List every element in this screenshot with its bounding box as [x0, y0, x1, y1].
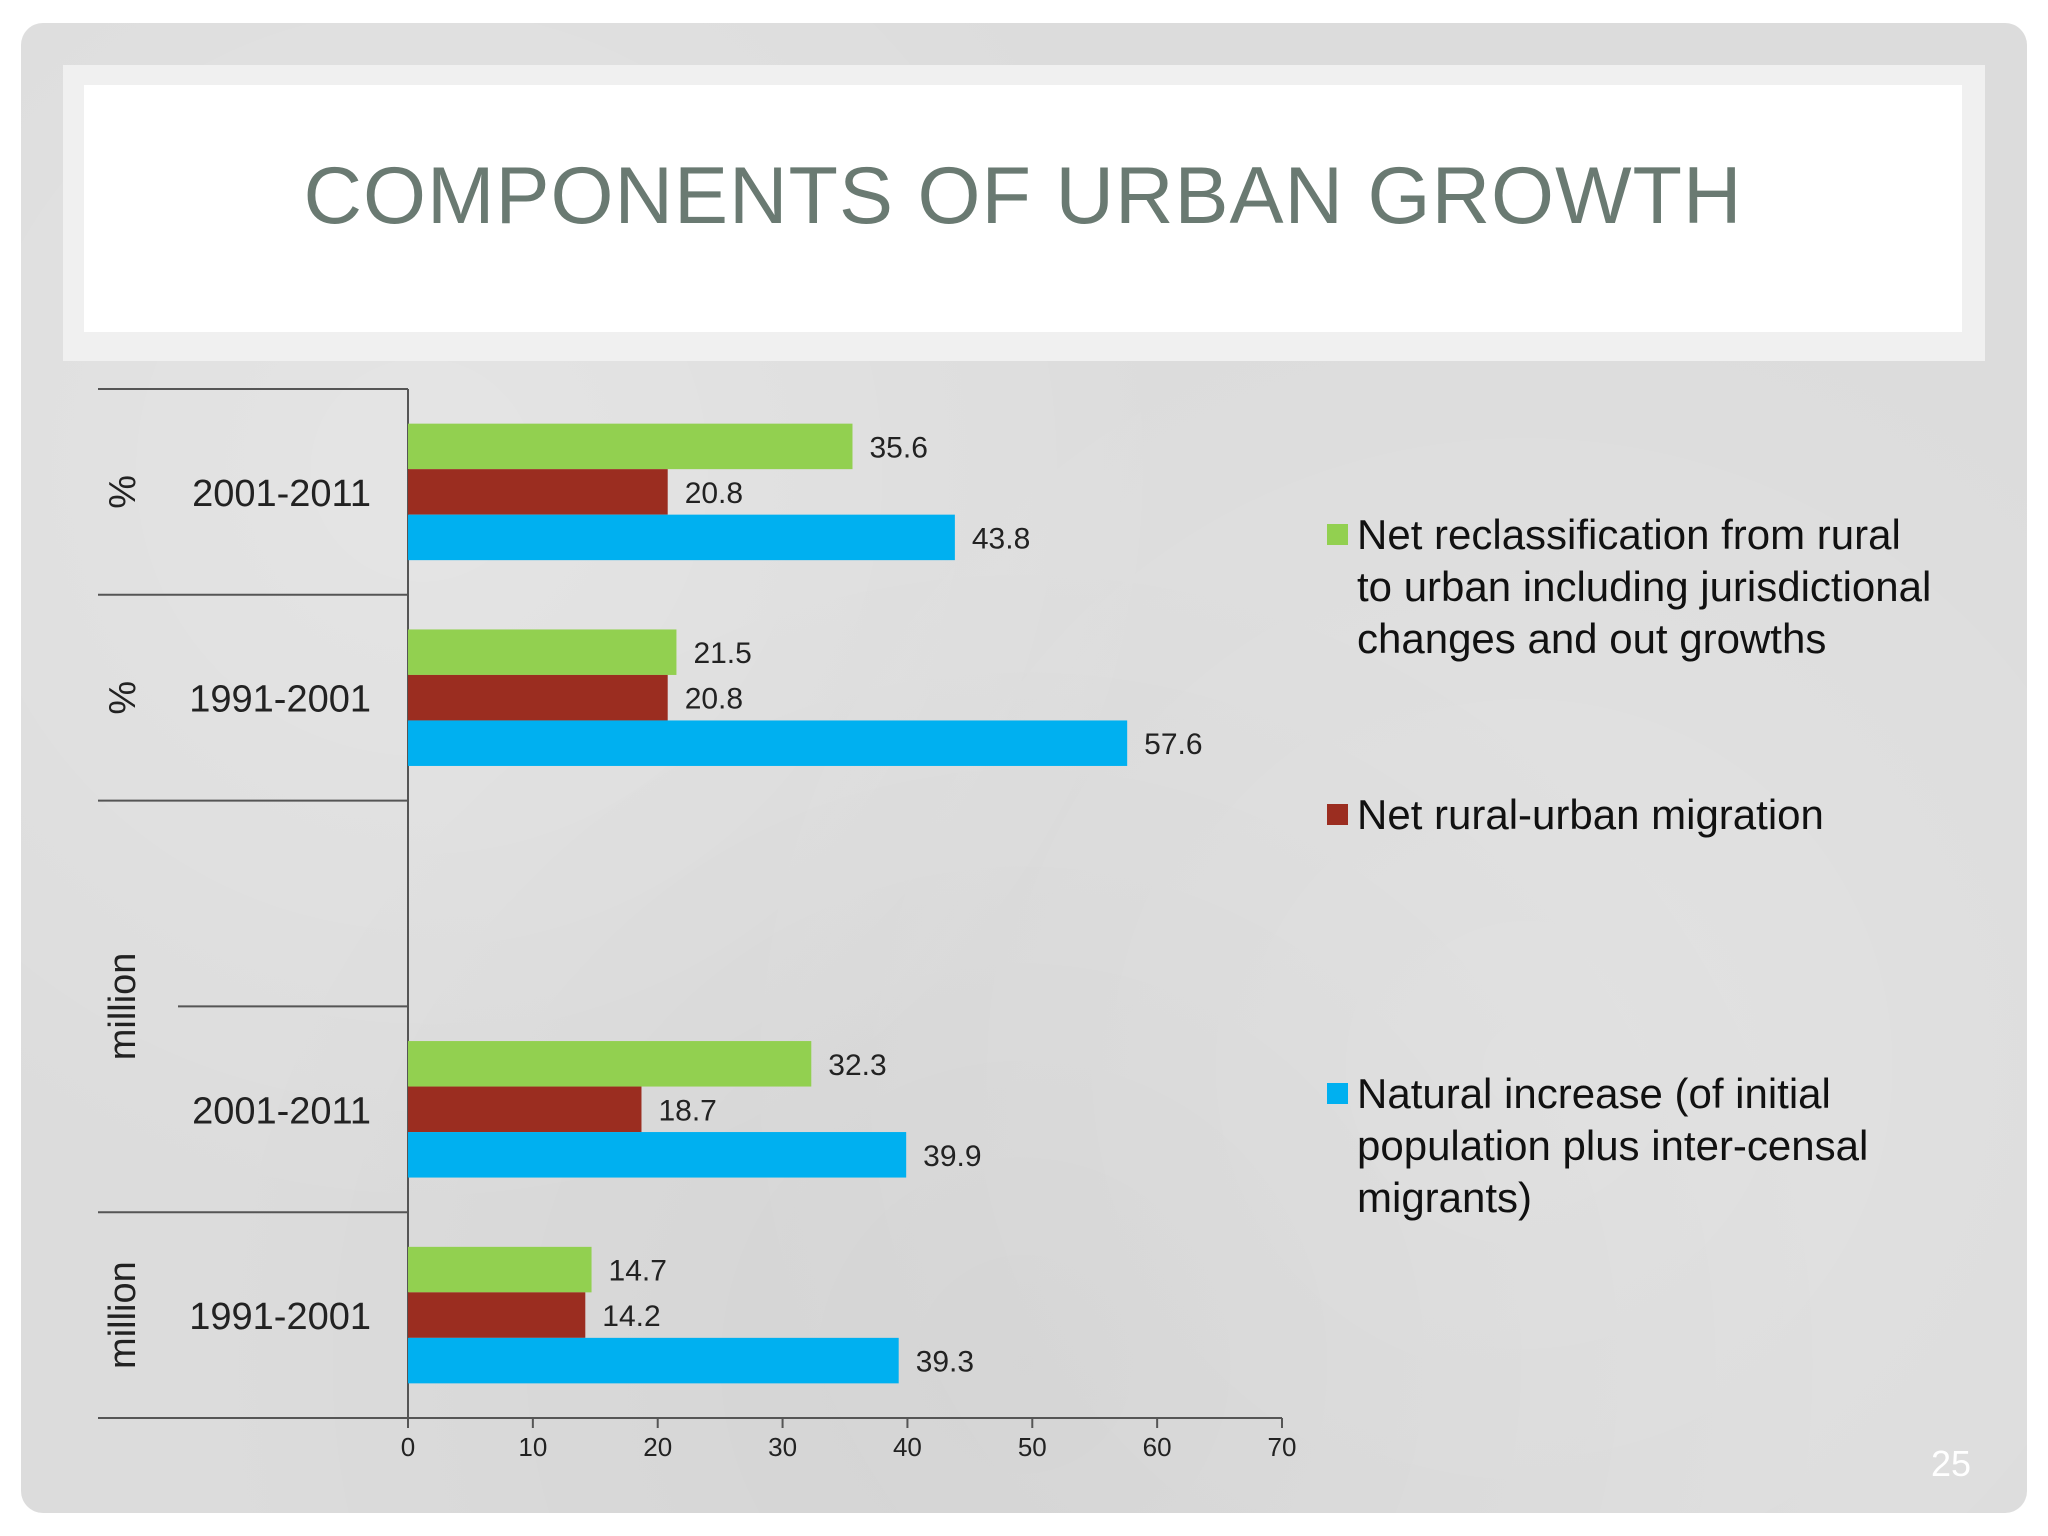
x-tick-label: 20: [643, 1432, 672, 1462]
bar: [408, 423, 853, 470]
legend-swatch-natural: [1327, 1083, 1348, 1104]
bar: [408, 720, 1128, 766]
title-box: COMPONENTS OF URBAN GROWTH: [84, 85, 1962, 332]
category-label-1991-2001: 1991-2001: [189, 679, 371, 721]
data-label: 32.3: [828, 1049, 886, 1082]
x-tick-label: 30: [768, 1432, 797, 1462]
bar: [408, 1292, 586, 1338]
x-tick-label: 50: [1018, 1432, 1047, 1462]
bar: [408, 514, 955, 561]
category-label-1991-2001: 1991-2001: [189, 1296, 371, 1338]
x-tick-label: 60: [1143, 1432, 1172, 1462]
x-tick-label: 10: [518, 1432, 547, 1462]
bar-chart: 0 10 20 30 40 50 60 70 2001-2011 1991-2001 2001-20…: [98, 388, 1296, 1462]
legend-item-natural: Natural increase (of initial population …: [1327, 1068, 1947, 1224]
x-tick-label: 70: [1268, 1432, 1297, 1462]
category-label-2001-2011: 2001-2011: [192, 1090, 371, 1132]
slide-title: COMPONENTS OF URBAN GROWTH: [303, 151, 1743, 241]
x-tick-label: 40: [893, 1432, 922, 1462]
bars-layer: [408, 423, 1128, 1384]
legend-swatch-migration: [1327, 804, 1348, 825]
data-label: 18.7: [658, 1094, 716, 1127]
labels-layer: 0 10 20 30 40 50 60 70 2001-2011 1991-2001 2001-20…: [102, 431, 1296, 1462]
legend-item-migration: Net rural-urban migration: [1327, 789, 1947, 841]
data-label: 39.9: [923, 1140, 981, 1173]
legend-swatch-reclassification: [1327, 524, 1348, 545]
bar: [408, 1041, 812, 1087]
data-label: 21.5: [693, 637, 751, 670]
group-label: %: [102, 475, 144, 509]
bar: [408, 1132, 907, 1178]
title-frame: COMPONENTS OF URBAN GROWTH: [63, 65, 1985, 361]
group-label: million: [102, 953, 144, 1061]
data-label: 20.8: [685, 683, 743, 716]
bar: [408, 629, 677, 675]
data-label: 14.7: [609, 1255, 667, 1288]
data-label: 14.2: [602, 1300, 660, 1333]
bar: [408, 674, 668, 721]
axes-layer: [98, 388, 1283, 1428]
data-label: 20.8: [685, 477, 743, 510]
page-number: 25: [1930, 1443, 1971, 1484]
data-label: 43.8: [972, 522, 1030, 555]
data-label: 35.6: [869, 431, 927, 464]
data-label: 57.6: [1144, 728, 1202, 761]
legend-label-natural: Natural increase (of initial population …: [1357, 1070, 1869, 1221]
group-label: %: [102, 681, 144, 715]
legend-item-reclassification: Net reclassification from rural to urban…: [1327, 509, 1947, 665]
category-label-2001-2011: 2001-2011: [192, 473, 371, 515]
bar: [408, 1246, 592, 1293]
data-label: 39.3: [916, 1346, 974, 1379]
group-label: million: [102, 1261, 144, 1369]
bar: [408, 1086, 642, 1133]
legend-label-migration: Net rural-urban migration: [1357, 791, 1824, 838]
bar: [408, 469, 668, 515]
bar: [408, 1337, 899, 1384]
slide: COMPONENTS OF URBAN GROWTH 0 10 20 30 40 50 60…: [21, 23, 2027, 1513]
x-tick-label: 0: [401, 1432, 415, 1462]
legend-label-reclassification: Net reclassification from rural to urban…: [1357, 511, 1932, 662]
